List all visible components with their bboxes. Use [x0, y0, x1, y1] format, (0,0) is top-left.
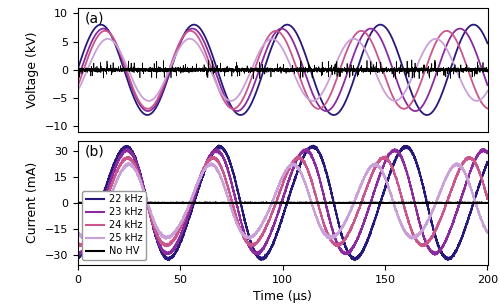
25 kHz	[95, 45, 101, 49]
22 kHz	[223, 151, 229, 155]
24 kHz	[102, 29, 108, 33]
25 kHz	[400, 226, 406, 230]
24 kHz	[317, 107, 323, 110]
Text: (a): (a)	[85, 11, 104, 26]
25 kHz	[223, 191, 229, 195]
25 kHz	[74, 229, 80, 233]
22 kHz	[74, 68, 80, 72]
Legend: 22 kHz, 23 kHz, 24 kHz, 25 kHz, No HV: 22 kHz, 23 kHz, 24 kHz, 25 kHz, No HV	[82, 191, 146, 260]
23 kHz	[412, 109, 418, 113]
25 kHz	[474, 99, 480, 103]
23 kHz	[484, 83, 490, 87]
22 kHz	[484, 41, 490, 45]
24 kHz	[484, 107, 490, 110]
23 kHz	[95, 30, 101, 33]
23 kHz	[484, 150, 490, 154]
24 kHz	[400, 107, 406, 111]
24 kHz	[378, 156, 384, 160]
Line: 25 kHz: 25 kHz	[78, 163, 488, 239]
23 kHz	[100, 27, 106, 30]
23 kHz	[304, 147, 310, 151]
24 kHz	[317, 209, 323, 213]
25 kHz	[208, 161, 214, 165]
Line: 23 kHz: 23 kHz	[78, 29, 488, 111]
Line: 23 kHz: 23 kHz	[78, 149, 488, 255]
22 kHz	[470, 23, 476, 26]
24 kHz	[223, 179, 229, 183]
25 kHz	[378, 169, 384, 172]
23 kHz	[400, 159, 406, 163]
22 kHz	[484, 160, 490, 164]
23 kHz	[335, 244, 341, 248]
23 kHz	[317, 106, 323, 109]
25 kHz	[335, 57, 341, 61]
23 kHz	[74, 252, 80, 255]
Y-axis label: Voltage (kV): Voltage (kV)	[26, 32, 39, 108]
Text: (b): (b)	[85, 144, 104, 158]
23 kHz	[223, 162, 229, 166]
25 kHz	[95, 221, 101, 225]
25 kHz	[317, 224, 323, 228]
24 kHz	[335, 73, 341, 77]
23 kHz	[335, 95, 341, 99]
25 kHz	[484, 89, 490, 93]
25 kHz	[317, 94, 323, 98]
X-axis label: Time (μs): Time (μs)	[253, 290, 312, 303]
22 kHz	[216, 144, 222, 147]
24 kHz	[335, 244, 341, 248]
25 kHz	[74, 89, 80, 93]
24 kHz	[382, 154, 388, 158]
24 kHz	[378, 65, 384, 69]
24 kHz	[95, 34, 101, 38]
22 kHz	[95, 23, 101, 27]
25 kHz	[223, 97, 229, 101]
25 kHz	[105, 37, 111, 41]
22 kHz	[74, 256, 80, 260]
22 kHz	[378, 23, 384, 26]
Line: 22 kHz: 22 kHz	[78, 145, 488, 260]
Y-axis label: Current (mA): Current (mA)	[26, 162, 39, 243]
24 kHz	[95, 218, 101, 222]
22 kHz	[335, 111, 341, 115]
23 kHz	[432, 253, 438, 257]
25 kHz	[409, 237, 415, 241]
22 kHz	[378, 198, 384, 202]
23 kHz	[74, 78, 80, 82]
25 kHz	[484, 230, 490, 234]
23 kHz	[95, 216, 101, 219]
24 kHz	[248, 245, 254, 248]
24 kHz	[74, 85, 80, 89]
24 kHz	[223, 102, 229, 105]
24 kHz	[484, 196, 490, 199]
25 kHz	[335, 232, 341, 235]
25 kHz	[400, 92, 406, 96]
24 kHz	[74, 241, 80, 245]
23 kHz	[378, 169, 384, 173]
Line: 24 kHz: 24 kHz	[78, 31, 488, 109]
24 kHz	[400, 202, 406, 206]
22 kHz	[335, 219, 341, 223]
22 kHz	[95, 210, 101, 213]
22 kHz	[400, 67, 406, 71]
22 kHz	[223, 93, 229, 97]
23 kHz	[317, 179, 323, 182]
Line: 22 kHz: 22 kHz	[78, 25, 488, 115]
22 kHz	[317, 153, 323, 156]
22 kHz	[317, 95, 323, 99]
25 kHz	[378, 84, 384, 88]
22 kHz	[400, 146, 406, 150]
Line: 25 kHz: 25 kHz	[78, 39, 488, 101]
Line: 24 kHz: 24 kHz	[78, 156, 488, 246]
23 kHz	[378, 38, 384, 42]
22 kHz	[166, 258, 172, 262]
24 kHz	[316, 107, 322, 111]
22 kHz	[424, 113, 430, 117]
23 kHz	[400, 95, 406, 99]
23 kHz	[223, 97, 229, 101]
